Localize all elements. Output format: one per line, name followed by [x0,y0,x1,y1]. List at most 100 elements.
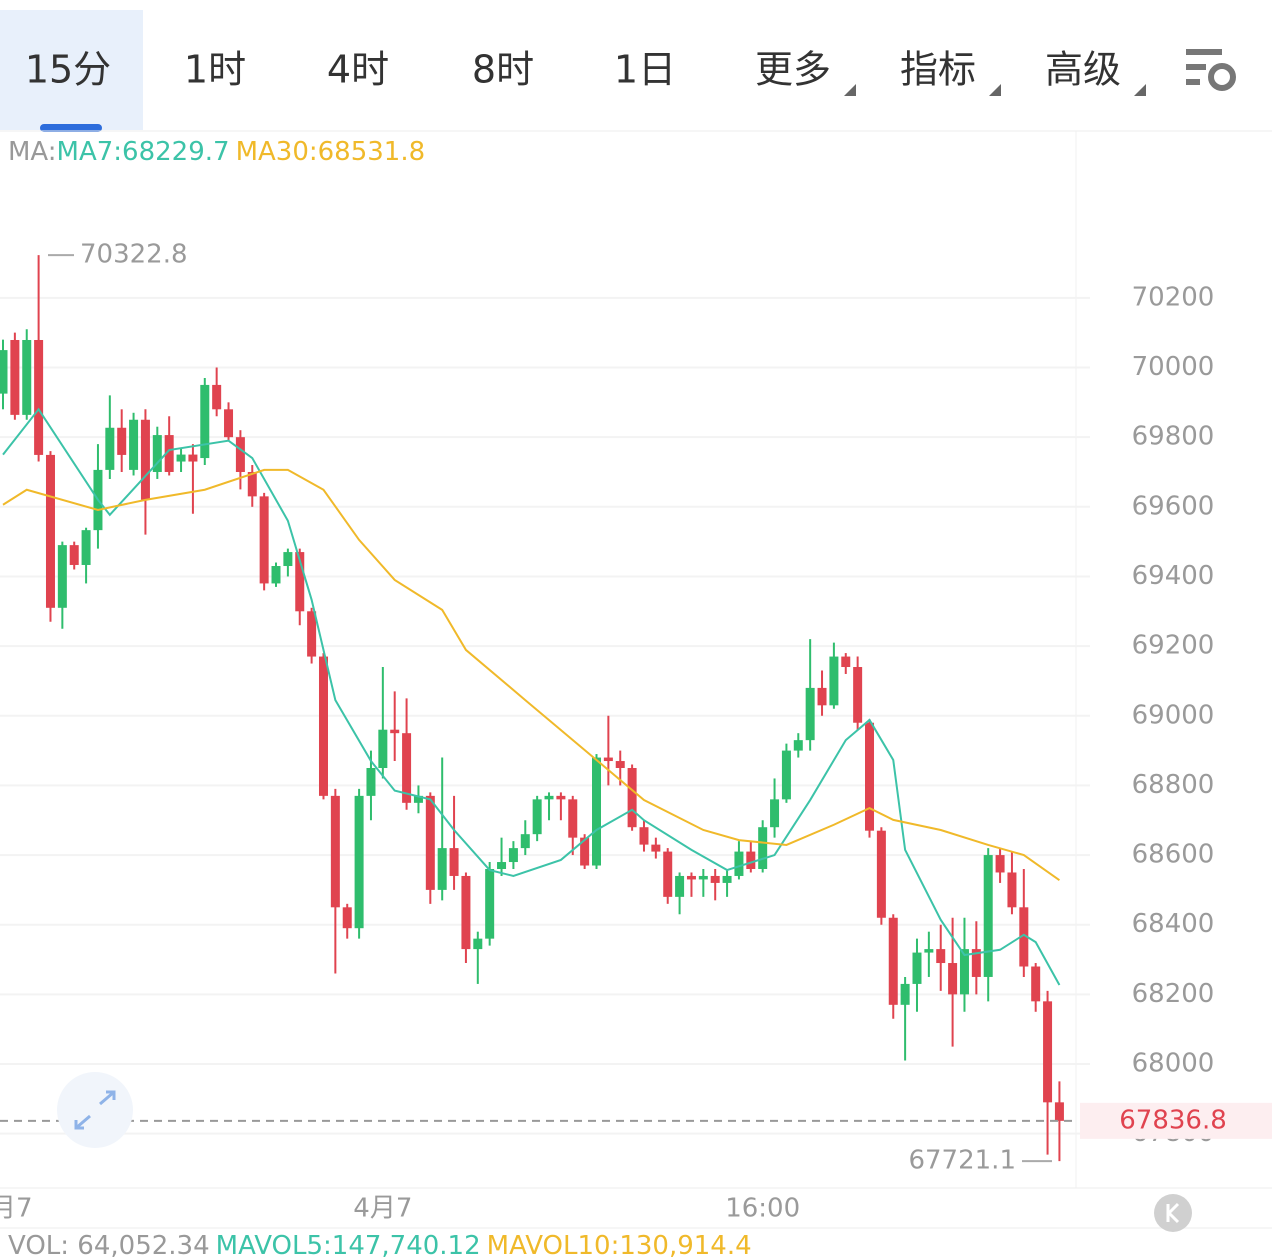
candle-body [639,827,649,845]
candle-body [212,384,222,410]
candle-body [817,687,827,706]
candle-body [34,339,44,455]
mavol5: MAVOL5:147,740.12 [216,1231,481,1260]
candle-body [425,795,435,890]
candle-body [224,409,234,438]
candle-body [651,844,661,852]
candle-body [188,454,198,462]
candle-body [366,768,376,796]
candle-body [876,830,886,918]
candle-body [259,496,269,584]
candle-body [568,799,578,838]
candle-body [675,875,685,897]
candle-body [853,667,863,723]
candle-body [912,952,922,984]
candle-body [544,795,554,800]
ma-line [2,407,1061,986]
last-price-bg [1080,1102,1272,1139]
scroll-end-button[interactable] [1154,1194,1192,1232]
candle-body [770,799,780,828]
ma7-legend: MA7:68229.7 [57,137,230,167]
tab[interactable]: 高级 [1045,48,1121,92]
candle-body [924,949,934,953]
tab[interactable]: 15分 [25,48,111,92]
candle-body [746,851,756,869]
candle-body [461,875,471,950]
candle-body [247,471,257,497]
tab[interactable]: 更多 [755,48,831,92]
candle-body [318,656,328,796]
candle-body [0,350,8,394]
candle-body [615,761,625,769]
y-tick-label: 70200 [1132,282,1215,312]
candle-body [10,339,20,415]
candle-body [983,855,993,977]
candle-body [508,848,518,863]
y-tick-label: 68400 [1132,909,1215,939]
settings-icon[interactable] [1186,49,1236,91]
candle-body [413,795,423,803]
low-label: 67721.1 [908,1146,1016,1176]
candle-body [971,949,981,977]
tab[interactable]: 指标 [900,48,976,92]
x-tick-label: 4月7 [0,1194,33,1224]
candle-body [1043,1001,1053,1103]
candle-body [342,907,352,929]
candle-body [271,566,281,584]
candle-body [686,875,696,880]
candle-body [603,757,613,762]
scroll-end-icon [1166,1202,1180,1224]
candle-body [532,799,542,835]
candle-body [69,545,79,565]
tab[interactable]: 8时 [472,48,534,92]
candle-body [129,419,139,470]
candle-body [152,435,162,472]
candle-body [698,875,708,880]
x-tick-label: 4月7 [353,1194,412,1224]
candle-body [402,733,412,803]
candle-body [936,949,946,964]
candle-body [841,656,851,668]
y-tick-label: 68000 [1132,1049,1215,1079]
candle-body [734,851,744,876]
volume-legend: VOL: 64,052.34 MAVOL5:147,740.12 MAVOL10:1… [8,1231,752,1260]
candle-body [295,552,305,612]
candle-body [793,740,803,751]
active-tab-bg [0,10,143,130]
candle-body [1007,872,1017,908]
candle-body [449,848,459,876]
expand-button[interactable] [57,1072,133,1148]
candle-body [354,795,364,929]
expand-icon [74,1090,116,1130]
ma-line [2,468,1061,881]
tab[interactable]: 4时 [327,48,389,92]
candle-body [805,687,815,741]
y-tick-label: 68800 [1132,770,1215,800]
candle-body [900,983,910,1005]
grid: 6780068000682006840068600688006900069200… [0,282,1215,1224]
tab[interactable]: 1时 [184,48,246,92]
candle-body [378,729,388,769]
candle-body [627,768,637,828]
ma30-legend: MA30:68531.8 [236,137,426,167]
candle-body [235,437,245,472]
candle-body [307,611,317,657]
candle-body [330,795,340,908]
candle-body [722,875,732,883]
active-tab-indicator [40,124,102,132]
candle-body [995,855,1005,873]
candle-body [57,545,67,608]
tab[interactable]: 1日 [614,48,676,92]
candle-body [781,750,791,800]
y-tick-label: 69200 [1132,631,1215,661]
candle-body [22,339,32,415]
last-price-label: 67836.8 [1119,1105,1227,1135]
candle-body [580,837,590,866]
ma-prefix: MA: [8,137,57,167]
candle-body [1031,966,1041,1002]
candle-body [520,834,530,849]
marks [0,255,1064,1162]
candle-body [663,851,673,897]
